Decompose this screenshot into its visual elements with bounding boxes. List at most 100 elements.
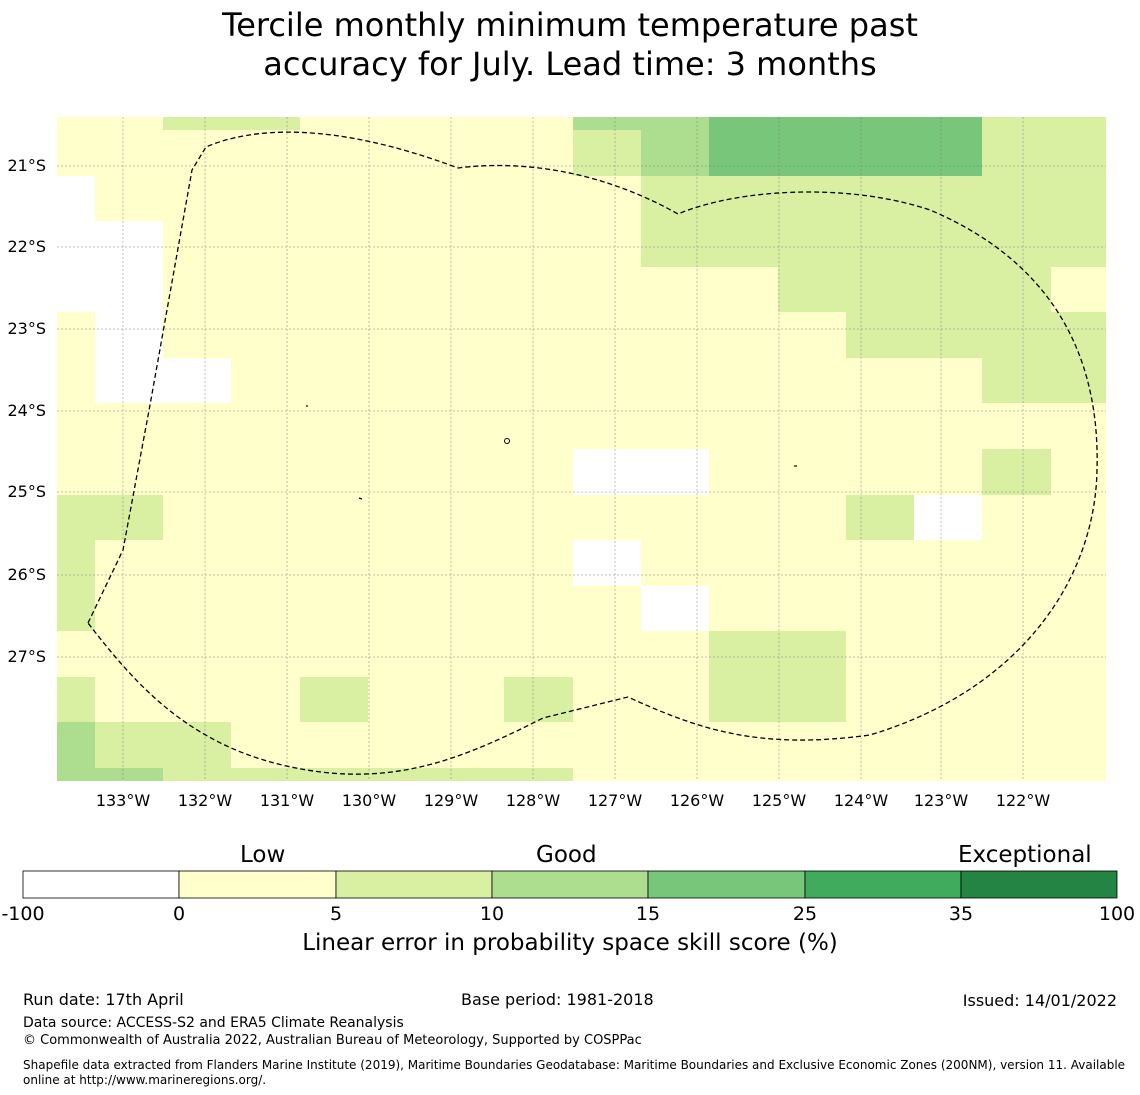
island-marker: [504, 438, 510, 444]
grid-cell: [846, 130, 914, 176]
grid-cell: [163, 586, 231, 631]
longitude-label: 132°W: [178, 791, 233, 810]
grid-cell: [57, 176, 95, 221]
grid-cell: [368, 677, 436, 722]
grid-cell: [778, 403, 846, 449]
grid-cell: [163, 403, 231, 449]
grid-cell: [641, 130, 709, 176]
grid-cell: [778, 130, 846, 176]
grid-cell: [300, 540, 368, 586]
grid-cell: [982, 117, 1051, 130]
grid-cell: [641, 495, 709, 540]
grid-cell: [1051, 312, 1106, 358]
colorbar-tick-label: 100: [1099, 903, 1135, 925]
grid-cell: [368, 449, 436, 495]
grid-cell: [163, 130, 231, 176]
colorbar-tick-label: 10: [480, 903, 504, 925]
grid-cell: [300, 358, 368, 403]
grid-cell: [163, 221, 231, 267]
grid-cell: [300, 403, 368, 449]
grid-cell: [778, 267, 846, 312]
grid-cell: [95, 403, 163, 449]
latitude-label: 22°S: [7, 237, 46, 256]
grid-cell: [300, 176, 368, 221]
grid-cell: [573, 495, 641, 540]
grid-cell: [846, 312, 914, 358]
grid-cell: [709, 130, 778, 176]
grid-cell: [846, 722, 914, 768]
grid-cell: [641, 631, 709, 677]
grid-cell: [368, 130, 436, 176]
grid-cell: [231, 449, 300, 495]
grid-cell: [846, 221, 914, 267]
grid-cell: [641, 722, 709, 768]
grid-cell: [709, 403, 778, 449]
grid-cell: [641, 221, 709, 267]
grid-cell: [57, 540, 95, 586]
grid-cell: [95, 768, 163, 781]
colorbar-segment: [22, 870, 180, 899]
grid-cell: [641, 768, 709, 781]
grid-cell: [95, 176, 163, 221]
grid-cell: [504, 586, 573, 631]
grid-cell: [163, 631, 231, 677]
graticule: [57, 117, 1106, 781]
latitude-label: 26°S: [7, 565, 46, 584]
grid-cell: [368, 631, 436, 677]
grid-cell: [163, 495, 231, 540]
grid-cell: [368, 221, 436, 267]
grid-cell: [436, 677, 504, 722]
skill-grid: [57, 117, 1106, 781]
grid-cell: [641, 586, 709, 631]
grid-cell: [436, 631, 504, 677]
grid-cell: [982, 768, 1051, 781]
grid-cell: [95, 677, 163, 722]
latitude-label: 23°S: [7, 319, 46, 338]
longitude-label: 122°W: [996, 791, 1051, 810]
grid-cell: [231, 117, 300, 130]
grid-cell: [709, 722, 778, 768]
grid-cell: [436, 221, 504, 267]
longitude-label: 127°W: [588, 791, 643, 810]
grid-cell: [300, 449, 368, 495]
grid-cell: [641, 176, 709, 221]
grid-cell: [504, 540, 573, 586]
grid-cell: [709, 495, 778, 540]
grid-cell: [778, 677, 846, 722]
grid-cell: [641, 540, 709, 586]
grid-cell: [163, 267, 231, 312]
island-marker: [358, 497, 363, 500]
grid-cell: [1051, 221, 1106, 267]
grid-cell: [914, 449, 982, 495]
grid-cell: [504, 130, 573, 176]
grid-cell: [57, 495, 95, 540]
grid-cell: [163, 312, 231, 358]
grid-cell: [95, 540, 163, 586]
grid-cell: [300, 267, 368, 312]
grid-cell: [163, 722, 231, 768]
grid-cell: [436, 495, 504, 540]
grid-cell: [709, 117, 778, 130]
grid-cell: [231, 221, 300, 267]
grid-cell: [982, 449, 1051, 495]
grid-cell: [573, 117, 641, 130]
grid-cell: [573, 267, 641, 312]
grid-cell: [95, 722, 163, 768]
grid-cell: [846, 117, 914, 130]
grid-cell: [778, 117, 846, 130]
grid-cell: [1051, 586, 1106, 631]
grid-cell: [573, 677, 641, 722]
grid-cell: [231, 495, 300, 540]
grid-cell: [846, 358, 914, 403]
grid-cell: [300, 586, 368, 631]
grid-cell: [504, 403, 573, 449]
grid-cell: [982, 677, 1051, 722]
grid-cell: [163, 540, 231, 586]
grid-cell: [95, 312, 163, 358]
latitude-label: 21°S: [7, 156, 46, 175]
longitude-label: 131°W: [260, 791, 315, 810]
grid-cell: [504, 449, 573, 495]
grid-cell: [641, 267, 709, 312]
grid-cell: [573, 130, 641, 176]
grid-cell: [300, 677, 368, 722]
